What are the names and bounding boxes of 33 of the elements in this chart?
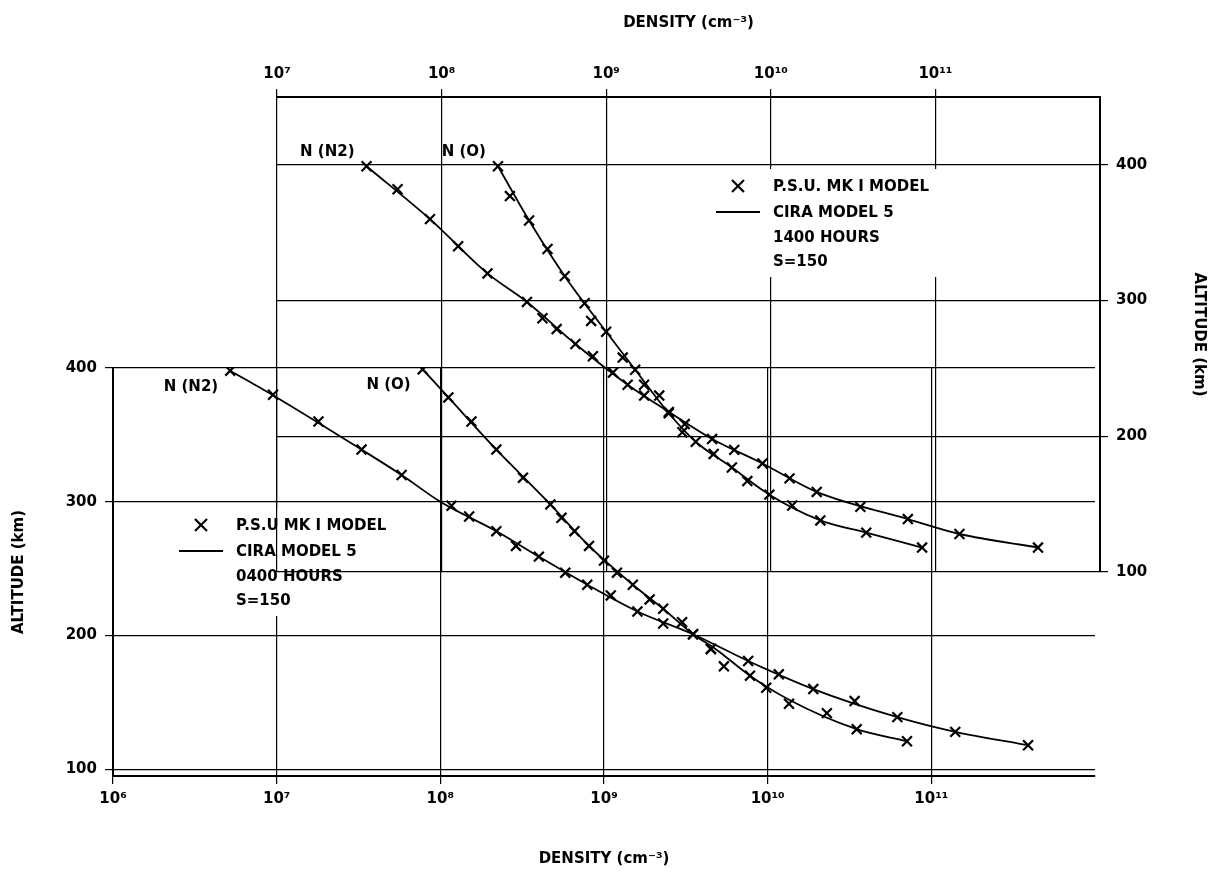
x-tick-label: 10¹¹ bbox=[918, 63, 953, 82]
x-axis-title: DENSITY (cm⁻³) bbox=[623, 12, 754, 31]
annotation: 1400 HOURS bbox=[772, 227, 881, 248]
y-tick-label: 300 bbox=[65, 491, 97, 510]
annotation: N (N2) bbox=[300, 142, 355, 161]
legend-label: P.S.U. MK I MODEL bbox=[773, 177, 930, 195]
y-axis-title: ALTITUDE (km) bbox=[1191, 272, 1210, 397]
x-tick-label: 10⁹ bbox=[592, 63, 620, 82]
legend-label: CIRA MODEL 5 bbox=[236, 542, 357, 560]
annotation: N (O) bbox=[441, 142, 486, 161]
y-tick-label: 300 bbox=[1116, 290, 1148, 309]
x-tick-label: 10⁹ bbox=[590, 788, 618, 807]
x-tick-label: 10⁶ bbox=[99, 788, 127, 807]
y-axis-title: ALTITUDE (km) bbox=[8, 509, 27, 635]
legend-label: CIRA MODEL 5 bbox=[773, 203, 894, 221]
y-tick-label: 100 bbox=[65, 759, 97, 778]
x-tick-label: 10¹⁰ bbox=[753, 63, 788, 82]
y-tick-label: 100 bbox=[1116, 561, 1148, 580]
annotation: N (O) bbox=[366, 375, 411, 394]
x-tick-label: 10¹⁰ bbox=[750, 788, 785, 807]
y-tick-label: 200 bbox=[1116, 426, 1148, 445]
y-tick-label: 400 bbox=[1116, 154, 1148, 173]
x-tick-label: 10¹¹ bbox=[914, 788, 949, 807]
y-tick-label: 200 bbox=[65, 625, 97, 644]
annotation: S=150 bbox=[772, 251, 829, 272]
x-tick-label: 10⁸ bbox=[427, 63, 456, 82]
x-tick-label: 10⁷ bbox=[263, 63, 291, 82]
x-tick-label: 10⁸ bbox=[426, 788, 455, 807]
annotation: N (N2) bbox=[163, 376, 219, 395]
x-axis-title: DENSITY (cm⁻³) bbox=[538, 848, 670, 867]
annotation: S=150 bbox=[235, 590, 292, 611]
y-tick-label: 400 bbox=[65, 357, 97, 376]
x-tick-label: 10⁷ bbox=[262, 788, 291, 807]
